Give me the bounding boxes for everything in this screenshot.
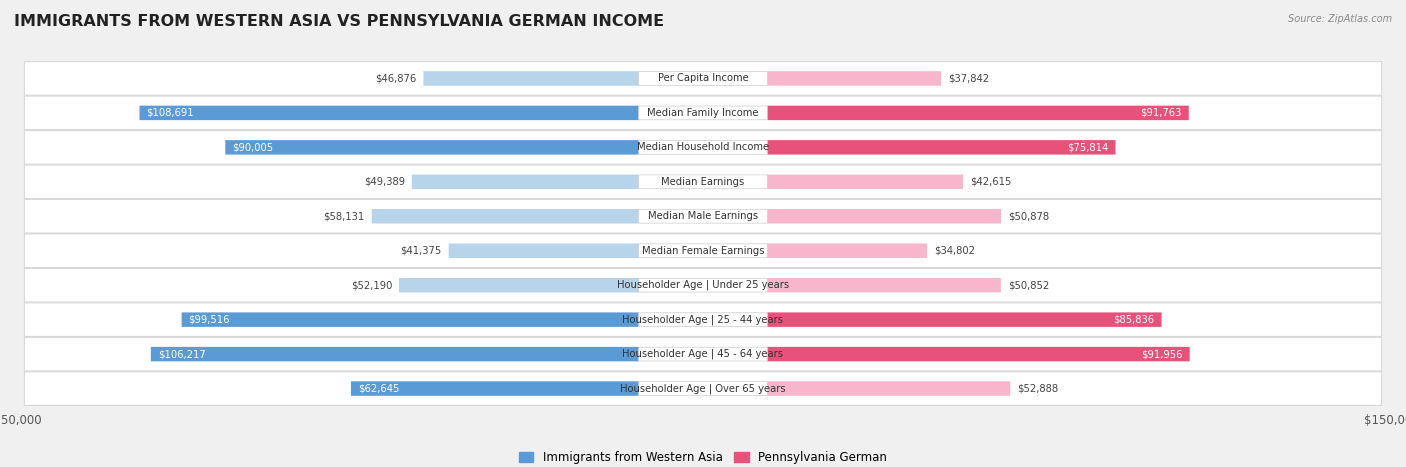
FancyBboxPatch shape [225,140,638,155]
Text: Householder Age | 25 - 44 years: Householder Age | 25 - 44 years [623,314,783,325]
Text: $37,842: $37,842 [948,73,990,84]
FancyBboxPatch shape [768,347,1189,361]
FancyBboxPatch shape [638,313,768,326]
Text: $50,878: $50,878 [1008,211,1049,221]
Text: IMMIGRANTS FROM WESTERN ASIA VS PENNSYLVANIA GERMAN INCOME: IMMIGRANTS FROM WESTERN ASIA VS PENNSYLV… [14,14,664,29]
FancyBboxPatch shape [24,269,1382,302]
FancyBboxPatch shape [768,106,1188,120]
Text: Median Earnings: Median Earnings [661,177,745,187]
Text: $106,217: $106,217 [157,349,205,359]
FancyBboxPatch shape [768,278,1001,292]
Text: $62,645: $62,645 [359,383,399,394]
Text: $41,375: $41,375 [401,246,441,256]
FancyBboxPatch shape [24,337,1382,371]
FancyBboxPatch shape [768,209,1001,224]
FancyBboxPatch shape [768,71,941,85]
FancyBboxPatch shape [638,244,768,258]
Text: $85,836: $85,836 [1114,315,1154,325]
FancyBboxPatch shape [423,71,638,85]
FancyBboxPatch shape [638,175,768,189]
Text: Per Capita Income: Per Capita Income [658,73,748,84]
Text: $90,005: $90,005 [232,142,273,152]
Text: $34,802: $34,802 [934,246,974,256]
FancyBboxPatch shape [638,278,768,292]
Text: Median Female Earnings: Median Female Earnings [641,246,765,256]
FancyBboxPatch shape [768,243,927,258]
FancyBboxPatch shape [24,234,1382,268]
FancyBboxPatch shape [638,141,768,154]
Text: Median Family Income: Median Family Income [647,108,759,118]
Text: $99,516: $99,516 [188,315,231,325]
Text: Householder Age | Under 25 years: Householder Age | Under 25 years [617,280,789,290]
FancyBboxPatch shape [768,382,1011,396]
FancyBboxPatch shape [352,382,638,396]
FancyBboxPatch shape [638,382,768,396]
FancyBboxPatch shape [638,106,768,120]
FancyBboxPatch shape [768,140,1115,155]
Text: Median Male Earnings: Median Male Earnings [648,211,758,221]
Text: $58,131: $58,131 [323,211,364,221]
Text: $91,956: $91,956 [1142,349,1182,359]
Text: Median Household Income: Median Household Income [637,142,769,152]
FancyBboxPatch shape [24,62,1382,95]
Text: Householder Age | 45 - 64 years: Householder Age | 45 - 64 years [623,349,783,359]
Text: $49,389: $49,389 [364,177,405,187]
FancyBboxPatch shape [24,165,1382,198]
FancyBboxPatch shape [139,106,638,120]
FancyBboxPatch shape [371,209,638,224]
FancyBboxPatch shape [412,175,638,189]
FancyBboxPatch shape [768,175,963,189]
FancyBboxPatch shape [24,131,1382,164]
FancyBboxPatch shape [638,347,768,361]
Text: $42,615: $42,615 [970,177,1011,187]
FancyBboxPatch shape [638,209,768,223]
Text: $91,763: $91,763 [1140,108,1182,118]
Legend: Immigrants from Western Asia, Pennsylvania German: Immigrants from Western Asia, Pennsylvan… [515,446,891,467]
Text: Householder Age | Over 65 years: Householder Age | Over 65 years [620,383,786,394]
FancyBboxPatch shape [449,243,638,258]
FancyBboxPatch shape [24,303,1382,336]
FancyBboxPatch shape [399,278,638,292]
FancyBboxPatch shape [768,312,1161,327]
FancyBboxPatch shape [24,96,1382,130]
FancyBboxPatch shape [150,347,638,361]
FancyBboxPatch shape [638,71,768,85]
Text: $75,814: $75,814 [1067,142,1108,152]
Text: $46,876: $46,876 [375,73,416,84]
Text: $108,691: $108,691 [146,108,194,118]
FancyBboxPatch shape [24,199,1382,233]
Text: $52,190: $52,190 [350,280,392,290]
FancyBboxPatch shape [24,372,1382,405]
Text: Source: ZipAtlas.com: Source: ZipAtlas.com [1288,14,1392,24]
FancyBboxPatch shape [181,312,638,327]
Text: $50,852: $50,852 [1008,280,1049,290]
Text: $52,888: $52,888 [1017,383,1059,394]
